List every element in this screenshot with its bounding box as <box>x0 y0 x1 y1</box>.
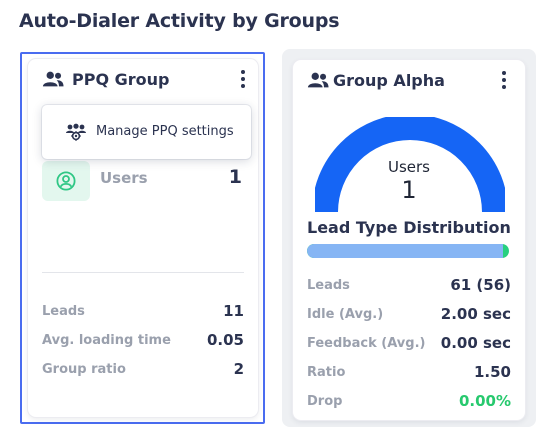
gauge-label: Users <box>387 158 430 176</box>
stat-label: Leads <box>42 304 85 319</box>
stat-row-idle: Idle (Avg.) 2.00 sec <box>307 305 511 325</box>
menu-item-label: Manage PPQ settings <box>96 124 234 139</box>
gauge-value: 1 <box>401 176 417 204</box>
users-label: Users <box>100 169 148 187</box>
stat-label: Avg. loading time <box>42 333 171 348</box>
more-options-icon[interactable] <box>497 69 511 93</box>
group-settings-icon <box>66 123 86 141</box>
stat-value: 0.00 sec <box>440 334 511 352</box>
stat-value: 2 <box>233 360 244 378</box>
stat-label: Drop <box>307 394 343 409</box>
stat-label: Idle (Avg.) <box>307 307 384 322</box>
divider <box>42 272 244 273</box>
stat-row-leads: Leads 11 <box>42 302 244 322</box>
card-header: Group Alpha <box>293 60 525 104</box>
card-options-menu: Manage PPQ settings <box>42 105 251 159</box>
stat-row-ratio: Ratio 1.50 <box>307 363 511 383</box>
stat-value: 0.05 <box>206 331 244 349</box>
stat-label: Group ratio <box>42 362 126 377</box>
lead-type-distribution-bar <box>307 244 509 258</box>
stat-value: 0.00% <box>458 392 511 410</box>
more-options-icon[interactable] <box>236 68 250 92</box>
stat-row-feedback: Feedback (Avg.) 0.00 sec <box>307 334 511 354</box>
manage-ppq-settings-menu-item[interactable]: Manage PPQ settings <box>42 105 251 159</box>
stat-row-avg-loading-time: Avg. loading time 0.05 <box>42 331 244 351</box>
stat-label: Feedback (Avg.) <box>307 336 426 351</box>
stat-value: 2.00 sec <box>440 305 511 323</box>
stat-value: 1.50 <box>473 363 511 381</box>
selected-card-outline <box>20 52 265 424</box>
users-tile <box>42 161 90 201</box>
stat-label: Ratio <box>307 365 346 380</box>
section-title: Auto-Dialer Activity by Groups <box>19 10 340 32</box>
stat-value: 61 (56) <box>450 276 511 294</box>
users-gauge <box>315 117 505 213</box>
group-alpha-card[interactable]: Group Alpha Users 1 Lead Type Distributi… <box>293 60 525 420</box>
users-value: 1 <box>228 166 242 188</box>
card-title: Group Alpha <box>333 71 445 90</box>
stat-value: 11 <box>223 302 244 320</box>
stat-row-drop: Drop 0.00% <box>307 392 511 412</box>
group-icon <box>42 71 64 87</box>
gauge-fill <box>315 117 505 213</box>
group-icon <box>307 72 329 88</box>
distribution-title: Lead Type Distribution <box>307 218 511 237</box>
user-circle-icon <box>56 171 76 191</box>
stat-label: Leads <box>307 278 350 293</box>
stat-row-group-ratio: Group ratio 2 <box>42 360 244 380</box>
stat-row-leads: Leads 61 (56) <box>307 276 511 296</box>
distribution-primary-segment <box>307 244 503 258</box>
card-title: PPQ Group <box>72 70 170 89</box>
card-header: PPQ Group <box>28 59 258 103</box>
